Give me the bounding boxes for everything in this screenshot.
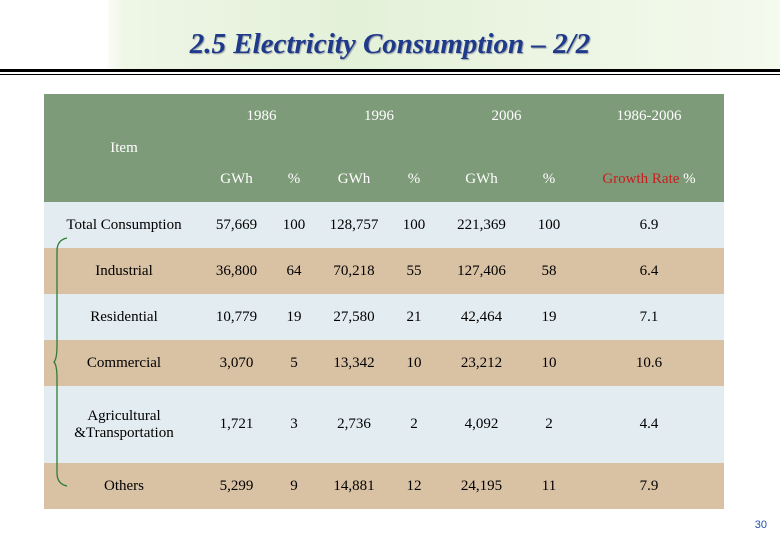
cell-pct-1996: 100	[389, 202, 439, 248]
cell-pct-1996: 2	[389, 386, 439, 463]
year-header-1986: 1986	[204, 94, 319, 156]
cell-pct-2006: 11	[524, 463, 574, 509]
row-item: Agricultural &Transportation	[44, 386, 204, 463]
consumption-table: Item 1986 1996 2006 1986-2006 GWh % GWh …	[44, 94, 724, 509]
item-header: Item	[44, 94, 204, 202]
cell-gwh-2006: 24,195	[439, 463, 524, 509]
cell-gwh-1986: 5,299	[204, 463, 269, 509]
row-item: Residential	[44, 294, 204, 340]
table-row-residential: Residential 10,779 19 27,580 21 42,464 1…	[44, 294, 724, 340]
cell-gwh-1986: 3,070	[204, 340, 269, 386]
cell-gwh-1996: 128,757	[319, 202, 389, 248]
cell-pct-2006: 19	[524, 294, 574, 340]
cell-gwh-1986: 36,800	[204, 248, 269, 294]
table-row-total: Total Consumption 57,669 100 128,757 100…	[44, 202, 724, 248]
cell-gwh-1996: 2,736	[319, 386, 389, 463]
row-item-line2: &Transportation	[74, 424, 174, 441]
title-rule-thin	[0, 74, 780, 75]
unit-gwh-2006: GWh	[439, 156, 524, 202]
cell-pct-1996: 55	[389, 248, 439, 294]
cell-growth: 7.1	[574, 294, 724, 340]
row-item: Industrial	[44, 248, 204, 294]
row-item: Total Consumption	[44, 202, 204, 248]
cell-growth: 7.9	[574, 463, 724, 509]
cell-pct-2006: 10	[524, 340, 574, 386]
header-row-years: Item 1986 1996 2006 1986-2006	[44, 94, 724, 202]
unit-gwh-1986: GWh	[204, 156, 269, 202]
title-rule-thick	[0, 69, 780, 72]
cell-pct-2006: 58	[524, 248, 574, 294]
cell-pct-1996: 21	[389, 294, 439, 340]
cell-pct-1996: 10	[389, 340, 439, 386]
cell-pct-1986: 100	[269, 202, 319, 248]
row-item: Commercial	[44, 340, 204, 386]
unit-gwh-1996: GWh	[319, 156, 389, 202]
row-item: Others	[44, 463, 204, 509]
year-header-1986-2006: 1986-2006	[574, 94, 724, 156]
slide-title: 2.5 Electricity Consumption – 2/2	[189, 28, 591, 60]
cell-gwh-1996: 70,218	[319, 248, 389, 294]
unit-pct-1986: %	[269, 156, 319, 202]
table-row-agricultural-transportation: Agricultural &Transportation 1,721 3 2,7…	[44, 386, 724, 463]
cell-gwh-1996: 27,580	[319, 294, 389, 340]
cell-gwh-2006: 221,369	[439, 202, 524, 248]
cell-pct-1986: 9	[269, 463, 319, 509]
cell-gwh-1986: 57,669	[204, 202, 269, 248]
cell-gwh-2006: 23,212	[439, 340, 524, 386]
cell-gwh-2006: 42,464	[439, 294, 524, 340]
growth-rate-pct: %	[683, 170, 696, 187]
title-band	[0, 0, 780, 70]
growth-rate-label: Growth Rate	[602, 170, 680, 187]
header-row-units: GWh % GWh % GWh % Growth Rate %	[44, 156, 724, 202]
cell-growth: 10.6	[574, 340, 724, 386]
cell-gwh-1996: 13,342	[319, 340, 389, 386]
cell-pct-1986: 19	[269, 294, 319, 340]
year-header-2006: 2006	[439, 94, 574, 156]
cell-gwh-2006: 4,092	[439, 386, 524, 463]
cell-gwh-1996: 14,881	[319, 463, 389, 509]
table-row-others: Others 5,299 9 14,881 12 24,195 11 7.9	[44, 463, 724, 509]
cell-growth: 6.4	[574, 248, 724, 294]
title-band-blank	[0, 0, 108, 70]
cell-growth: 6.9	[574, 202, 724, 248]
cell-gwh-2006: 127,406	[439, 248, 524, 294]
cell-pct-1986: 64	[269, 248, 319, 294]
cell-pct-1986: 5	[269, 340, 319, 386]
unit-growth-rate: Growth Rate %	[574, 156, 724, 202]
cell-growth: 4.4	[574, 386, 724, 463]
row-item-line1: Agricultural	[87, 407, 161, 424]
table-row-commercial: Commercial 3,070 5 13,342 10 23,212 10 1…	[44, 340, 724, 386]
unit-pct-2006: %	[524, 156, 574, 202]
table-row-industrial: Industrial 36,800 64 70,218 55 127,406 5…	[44, 248, 724, 294]
cell-gwh-1986: 10,779	[204, 294, 269, 340]
cell-pct-1986: 3	[269, 386, 319, 463]
subcategory-brace	[53, 237, 68, 487]
cell-gwh-1986: 1,721	[204, 386, 269, 463]
year-header-1996: 1996	[319, 94, 439, 156]
cell-pct-1996: 12	[389, 463, 439, 509]
page-number: 30	[754, 519, 767, 531]
cell-pct-2006: 100	[524, 202, 574, 248]
unit-pct-1996: %	[389, 156, 439, 202]
cell-pct-2006: 2	[524, 386, 574, 463]
